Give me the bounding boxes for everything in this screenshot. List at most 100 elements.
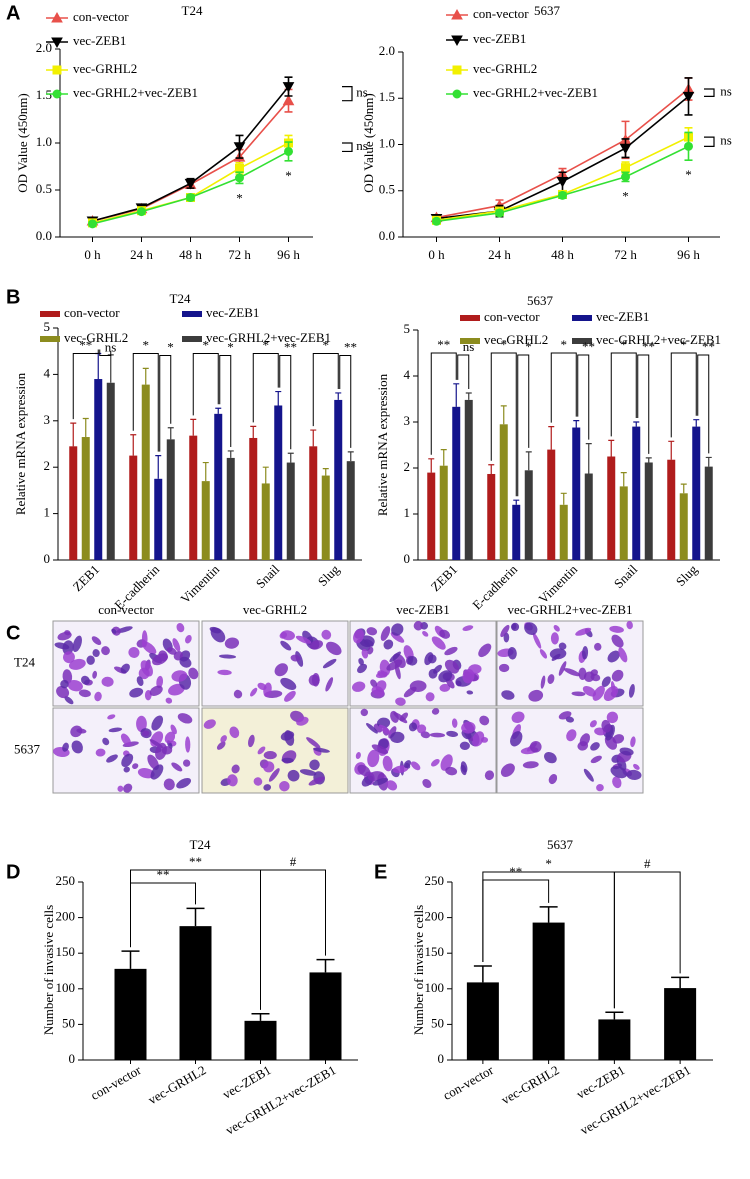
cell-blob xyxy=(161,746,173,755)
cell-blob xyxy=(551,653,561,661)
error-bar xyxy=(107,354,114,383)
cell-blob xyxy=(229,726,240,739)
cell-blob xyxy=(171,762,183,772)
cell-blob xyxy=(532,632,542,649)
cell-blob xyxy=(352,681,366,692)
marker xyxy=(621,163,630,173)
marker xyxy=(621,172,630,182)
error-bar xyxy=(428,458,435,473)
y-tick-label: 50 xyxy=(431,1015,444,1030)
cell-blob xyxy=(610,681,617,697)
error-bar xyxy=(82,417,89,438)
y-tick-label: 1 xyxy=(44,505,51,520)
marker xyxy=(282,82,295,93)
cell-blob xyxy=(209,626,221,634)
cell-blob xyxy=(54,642,70,650)
series-line xyxy=(92,100,290,222)
bar xyxy=(189,435,198,560)
bar xyxy=(499,424,508,560)
x-tick-label: ZEB1 xyxy=(428,562,461,595)
marker xyxy=(495,208,504,218)
x-tick-label: 48 h xyxy=(551,247,574,262)
marker xyxy=(558,190,567,200)
significance-label: * xyxy=(685,167,692,182)
y-tick-label: 4 xyxy=(44,365,51,380)
significance-bracket xyxy=(490,352,517,497)
cell-blob xyxy=(171,670,188,682)
marker xyxy=(619,143,632,155)
y-tick-label: 0.0 xyxy=(36,228,52,243)
cell-blob xyxy=(628,684,635,698)
significance-bracket xyxy=(704,136,715,147)
cell-blob xyxy=(571,691,586,697)
marker xyxy=(137,207,146,217)
marker xyxy=(682,91,695,103)
marker xyxy=(235,163,244,173)
bar xyxy=(427,472,436,560)
cell-blob xyxy=(120,733,131,746)
significance-label: * xyxy=(285,168,292,183)
cell-blob xyxy=(500,624,510,638)
error-bar xyxy=(251,1012,270,1021)
marker xyxy=(452,65,462,75)
cell-blob xyxy=(185,736,191,753)
bar xyxy=(309,972,342,1060)
cell-blob xyxy=(253,777,263,786)
significance-bracket xyxy=(252,353,279,423)
cell-blob xyxy=(522,761,539,769)
marker xyxy=(235,173,244,183)
marker xyxy=(51,37,63,49)
significance-bracket xyxy=(99,349,112,357)
significance-label: # xyxy=(290,854,297,869)
bar xyxy=(572,427,581,560)
significance-bracket xyxy=(430,352,457,455)
cell-blob xyxy=(626,620,633,630)
cell-blob xyxy=(511,623,517,630)
cell-blob xyxy=(248,734,255,748)
cell-blob xyxy=(612,776,622,789)
micrograph-column-label: vec-GRHL2+vec-ZEB1 xyxy=(507,602,632,617)
cell-blob xyxy=(231,764,240,774)
cell-blob xyxy=(219,654,237,659)
cell-blob xyxy=(461,721,476,734)
error-bar xyxy=(310,429,317,447)
x-tick-label: vec-GRHL2+vec-ZEB1 xyxy=(223,1062,339,1137)
micrograph-column-label: vec-ZEB1 xyxy=(396,602,449,617)
legend-label: con-vector xyxy=(484,309,540,324)
cell-blob xyxy=(367,771,385,782)
cell-blob xyxy=(123,766,130,773)
y-tick-label: 0 xyxy=(69,1051,76,1066)
bar xyxy=(452,406,461,560)
error-bar xyxy=(573,420,580,428)
significance-bracket xyxy=(670,352,697,438)
legend-label: vec-GRHL2 xyxy=(73,61,137,76)
y-tick-label: 2.0 xyxy=(36,40,52,55)
error-bar xyxy=(322,467,329,476)
significance-label: * xyxy=(525,339,532,354)
bar xyxy=(346,461,355,560)
cell-blob xyxy=(413,621,423,631)
cell-blob xyxy=(149,685,163,696)
cell-blob xyxy=(136,715,147,733)
cell-blob xyxy=(111,628,117,634)
panel-letter: B xyxy=(6,286,20,308)
cell-blob xyxy=(121,753,134,768)
chart-title: T24 xyxy=(170,291,191,306)
error-bar xyxy=(316,958,335,973)
error-bar xyxy=(585,443,592,474)
cell-blob xyxy=(81,675,90,685)
cell-blob xyxy=(361,648,369,659)
cell-blob xyxy=(390,710,399,723)
cell-blob xyxy=(386,780,398,791)
error-bar xyxy=(142,367,149,385)
error-bar xyxy=(275,390,282,406)
x-tick-label: Slug xyxy=(315,561,343,589)
cell-blob xyxy=(378,724,392,735)
cell-blob xyxy=(431,636,446,650)
bar xyxy=(584,473,593,560)
legend-label: vec-ZEB1 xyxy=(73,33,126,48)
cell-blob xyxy=(106,754,118,763)
error-bar xyxy=(70,422,77,447)
cell-blob xyxy=(309,759,320,771)
cell-blob xyxy=(583,768,594,782)
